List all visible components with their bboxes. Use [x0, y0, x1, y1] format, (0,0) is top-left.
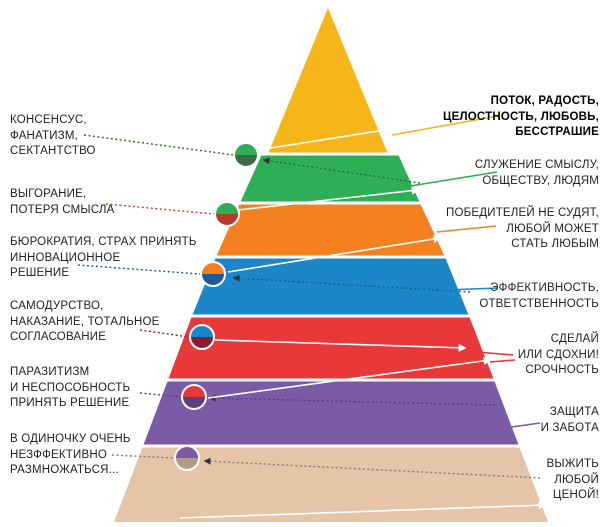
label-line: БЕССТРАШИЕ — [515, 126, 599, 138]
right-label-survive: ВЫЖИТЬ ЛЮБОЙ ЦЕНОЙ! — [546, 457, 599, 504]
label-line: СЕКТАНТСТВО — [10, 145, 96, 157]
layer-separators — [130, 152, 530, 448]
label-line: И ЗАБОТА — [540, 421, 599, 434]
circle-orange — [214, 201, 240, 227]
circle-beige — [174, 445, 200, 471]
label-line: ОТВЕТСТВЕННОСТЬ — [479, 297, 599, 310]
label-line: ЭФФЕКТИВНОСТЬ, — [490, 282, 599, 294]
label-line: ПРИНЯТЬ РЕШЕНИЕ — [10, 397, 130, 409]
label-line: СРОЧНОСТЬ — [525, 364, 599, 376]
label-line: СТАТЬ ЛЮБЫМ — [511, 238, 599, 250]
label-line: НАКАЗАНИЕ, ТОТАЛЬНОЕ — [10, 315, 160, 328]
label-line: НЕЗФФЕКТИВНО — [10, 448, 108, 461]
label-line: ФАНАТИЗМ, — [10, 129, 79, 142]
right-label-protection: ЗАЩИТА И ЗАБОТА — [541, 405, 599, 436]
circle-red — [189, 324, 215, 350]
layer-orange — [216, 203, 445, 257]
layer-red — [168, 316, 494, 380]
layer-blue — [192, 257, 469, 316]
right-label-do-or-die: СДЕЛАЙ ИЛИ СДОХНИ! СРОЧНОСТЬ — [518, 332, 599, 379]
layer-purple — [143, 380, 519, 446]
connector-consensus — [83, 134, 235, 156]
right-label-efficiency: ЭФФЕКТИВНОСТЬ, ОТВЕТСТВЕННОСТЬ — [479, 281, 599, 312]
layer-green — [240, 154, 420, 203]
label-line: ИЛИ СДОХНИ! — [517, 348, 599, 361]
label-line: ВЫГОРАНИЕ, — [10, 188, 87, 200]
colored-arrows — [391, 115, 541, 429]
right-connectors — [203, 157, 541, 479]
layer-yellow — [268, 8, 388, 154]
right-label-winners: ПОБЕДИТЕЛЕЙ НЕ СУДЯТ, ЛЮБОЙ МОЖЕТ СТАТЬ … — [446, 206, 599, 253]
right-label-service: СЛУЖЕНИЕ СМЫСЛУ, ОБЩЕСТВУ, ЛЮДЯМ — [475, 158, 599, 189]
left-label-parasitism: ПАРАЗИТИЗМ И НЕСПОСОБНОСТЬ ПРИНЯТЬ РЕШЕН… — [10, 365, 130, 412]
label-line: ПОТЕРЯ СМЫСЛА — [10, 203, 115, 216]
label-line: РЕШЕНИЕ — [10, 267, 70, 279]
label-line: В ОДИНОЧКУ ОЧЕНЬ — [10, 433, 131, 445]
label-line: ЛЮБОЙ МОЖЕТ — [506, 222, 599, 235]
left-label-burnout: ВЫГОРАНИЕ, ПОТЕРЯ СМЫСЛА — [10, 187, 115, 218]
left-label-alone: В ОДИНОЧКУ ОЧЕНЬ НЕЗФФЕКТИВНО РАЗМНОЖАТЬ… — [10, 432, 131, 479]
layer-beige — [114, 446, 548, 522]
left-label-tyranny: САМОДУРСТВО, НАКАЗАНИЕ, ТОТАЛЬНОЕ СОГЛАС… — [10, 299, 160, 346]
circle-blue — [200, 261, 226, 287]
label-line: ПОТОК, РАДОСТЬ, — [490, 95, 599, 107]
label-line: САМОДУРСТВО, — [10, 300, 104, 312]
left-connectors — [77, 134, 235, 459]
connector-burnout — [105, 203, 215, 215]
label-line: ЛЮБОЙ — [554, 473, 599, 486]
white-arrows — [179, 117, 547, 519]
label-line: ИННОВАЦИОННОЕ — [10, 251, 121, 264]
right-label-flow: ПОТОК, РАДОСТЬ, ЦЕЛОСТНОСТЬ, ЛЮБОВЬ, БЕС… — [443, 94, 599, 141]
circles — [174, 142, 259, 471]
label-line: ЦЕНОЙ! — [552, 489, 599, 501]
label-line: РАЗМНОЖАТЬСЯ... — [10, 464, 119, 476]
label-line: ЦЕЛОСТНОСТЬ, ЛЮБОВЬ, — [443, 110, 599, 123]
label-line: И НЕСПОСОБНОСТЬ — [10, 381, 131, 394]
label-line: ОБЩЕСТВУ, ЛЮДЯМ — [482, 174, 599, 187]
label-line: КОНСЕНСУС, — [10, 114, 87, 126]
label-line: ЗАЩИТА — [549, 406, 599, 418]
label-line: СЛУЖЕНИЕ СМЫСЛУ, — [474, 159, 599, 171]
label-line: СОГЛАСОВАНИЕ — [10, 331, 107, 343]
connector-alone — [111, 454, 174, 459]
label-line: ПАРАЗИТИЗМ — [10, 366, 90, 378]
label-line: ПОБЕДИТЕЛЕЙ НЕ СУДЯТ, — [446, 207, 599, 219]
label-line: ВЫЖИТЬ — [546, 458, 599, 470]
circle-purple — [181, 384, 207, 410]
left-label-consensus: КОНСЕНСУС, ФАНАТИЗМ, СЕКТАНТСТВО — [10, 113, 96, 160]
left-label-bureaucracy: БЮРОКРАТИЯ, СТРАХ ПРИНЯТЬ ИННОВАЦИОННОЕ … — [10, 235, 197, 282]
circle-green — [233, 142, 259, 168]
connector-tyranny — [139, 329, 190, 338]
label-line: СДЕЛАЙ — [550, 333, 599, 345]
label-line: БЮРОКРАТИЯ, СТРАХ ПРИНЯТЬ — [10, 236, 197, 248]
